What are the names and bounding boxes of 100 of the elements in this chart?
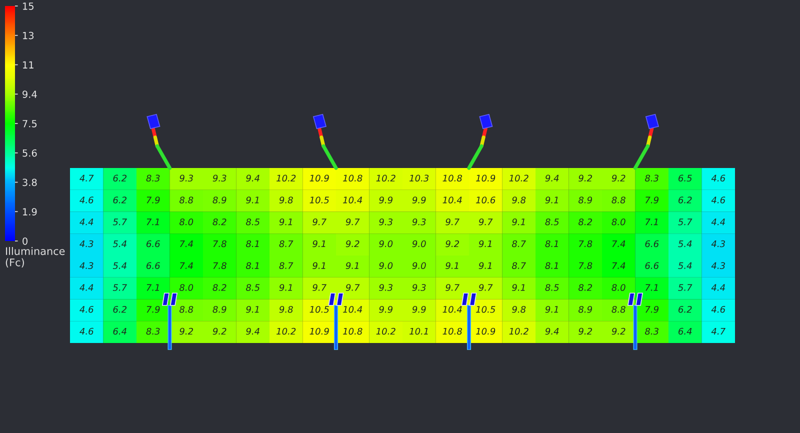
data-label: 10.4 bbox=[442, 196, 462, 204]
data-label: 9.3 bbox=[412, 218, 426, 226]
data-label: 7.4 bbox=[180, 240, 193, 248]
data-label: 4.6 bbox=[711, 196, 726, 204]
data-label: 9.2 bbox=[612, 328, 626, 335]
color-bar-label: 7.5 bbox=[22, 120, 37, 128]
data-label: 8.1 bbox=[545, 262, 558, 270]
data-label: 7.9 bbox=[646, 196, 658, 204]
data-label: 8.9 bbox=[578, 306, 592, 313]
data-label: 10.6 bbox=[476, 196, 496, 204]
data-label: 10.8 bbox=[343, 328, 362, 335]
data-label: 10.8 bbox=[343, 174, 362, 182]
data-label: 9.4 bbox=[246, 174, 260, 182]
data-label: 5.4 bbox=[112, 240, 126, 248]
data-label: 8.5 bbox=[246, 218, 260, 226]
data-label: 5.7 bbox=[678, 284, 692, 291]
data-label: 9.3 bbox=[379, 284, 392, 291]
data-label: 9.7 bbox=[312, 218, 326, 226]
data-label: 8.7 bbox=[512, 262, 526, 270]
data-label: 4.6 bbox=[80, 306, 94, 313]
data-label: 4.4 bbox=[80, 284, 94, 291]
data-label: 9.1 bbox=[246, 196, 259, 204]
data-label: 6.5 bbox=[678, 174, 692, 182]
data-label: 10.9 bbox=[310, 174, 329, 182]
data-label: 9.2 bbox=[346, 240, 360, 248]
data-label: 9.9 bbox=[412, 196, 426, 204]
data-label: 5.7 bbox=[678, 218, 692, 226]
data-label: 9.1 bbox=[312, 262, 326, 270]
data-label: 8.8 bbox=[179, 196, 194, 204]
data-label: 9.0 bbox=[379, 240, 393, 248]
color-bar-label: 9.4 bbox=[22, 90, 37, 98]
data-label: 9.9 bbox=[412, 306, 426, 313]
data-label: 4.6 bbox=[80, 328, 94, 335]
data-label: 8.0 bbox=[612, 284, 626, 291]
data-label: 4.3 bbox=[80, 240, 94, 248]
data-label: 8.8 bbox=[612, 306, 626, 313]
color-bar-label: 13 bbox=[23, 32, 34, 40]
data-label: 9.0 bbox=[412, 240, 426, 248]
data-label: 9.1 bbox=[446, 262, 458, 270]
data-label: 9.1 bbox=[545, 306, 558, 313]
data-label: 9.8 bbox=[512, 196, 526, 204]
data-label: 6.6 bbox=[146, 262, 160, 270]
data-label: 9.8 bbox=[512, 306, 526, 313]
data-label: 9.0 bbox=[412, 262, 426, 270]
data-label: 9.8 bbox=[279, 306, 293, 313]
data-label: 7.9 bbox=[146, 306, 160, 313]
data-label: 6.6 bbox=[645, 240, 659, 248]
data-label: 7.4 bbox=[612, 240, 626, 248]
data-label: 10.9 bbox=[476, 174, 496, 182]
data-label: 8.8 bbox=[179, 306, 194, 313]
data-label: 4.4 bbox=[711, 284, 725, 291]
data-label: 9.9 bbox=[379, 306, 392, 313]
data-label: 9.7 bbox=[446, 218, 460, 226]
data-label: 5.7 bbox=[112, 218, 127, 226]
data-label: 9.7 bbox=[446, 284, 460, 291]
data-label: 9.1 bbox=[312, 240, 326, 248]
data-label: 4.4 bbox=[80, 218, 94, 226]
data-label: 10.3 bbox=[410, 174, 429, 182]
data-label: 6.4 bbox=[678, 328, 692, 335]
data-label: 9.7 bbox=[346, 218, 360, 226]
data-label: 9.4 bbox=[545, 328, 559, 335]
data-label: 10.2 bbox=[376, 328, 396, 335]
data-label: 8.0 bbox=[179, 284, 194, 291]
data-label: 9.9 bbox=[379, 196, 392, 204]
data-label: 9.1 bbox=[478, 262, 492, 270]
data-label: 10.2 bbox=[376, 174, 396, 182]
data-label: 8.5 bbox=[246, 284, 260, 291]
data-label: 10.1 bbox=[410, 328, 428, 335]
data-label: 9.2 bbox=[578, 328, 592, 335]
data-label: 4.3 bbox=[80, 262, 94, 270]
data-label: 8.9 bbox=[212, 196, 226, 204]
data-label: 8.8 bbox=[612, 196, 626, 204]
data-label: 10.2 bbox=[276, 174, 296, 182]
color-bar-label: 3.8 bbox=[22, 178, 37, 186]
data-label: 9.1 bbox=[512, 284, 525, 291]
data-label: 8.9 bbox=[578, 196, 592, 204]
data-label: 6.2 bbox=[113, 306, 126, 313]
data-label: 10.5 bbox=[310, 196, 329, 204]
color-bar-label: 5.6 bbox=[22, 149, 37, 157]
data-label: 7.9 bbox=[646, 306, 658, 313]
data-label: 10.8 bbox=[442, 174, 462, 182]
data-label: 8.7 bbox=[279, 240, 294, 248]
data-label: 8.1 bbox=[246, 240, 259, 248]
data-label: 7.1 bbox=[146, 284, 159, 291]
data-label: 7.8 bbox=[579, 240, 592, 248]
data-label: 9.3 bbox=[412, 284, 426, 291]
data-label: 8.3 bbox=[146, 328, 160, 335]
data-label: 8.2 bbox=[578, 218, 592, 226]
color-bar-label: 1.9 bbox=[23, 208, 37, 216]
data-label: 9.2 bbox=[578, 174, 592, 182]
color-bar-label: 0 bbox=[22, 237, 28, 245]
data-label: 9.1 bbox=[246, 306, 259, 313]
data-label: 10.4 bbox=[442, 306, 462, 313]
data-label: 9.7 bbox=[478, 284, 493, 291]
data-label: 9.0 bbox=[379, 262, 393, 270]
data-label: 9.4 bbox=[246, 328, 260, 335]
data-label: 7.4 bbox=[180, 262, 193, 269]
data-label: 8.3 bbox=[644, 328, 658, 335]
data-label: 8.3 bbox=[644, 174, 658, 182]
data-label: 4.3 bbox=[711, 262, 725, 270]
